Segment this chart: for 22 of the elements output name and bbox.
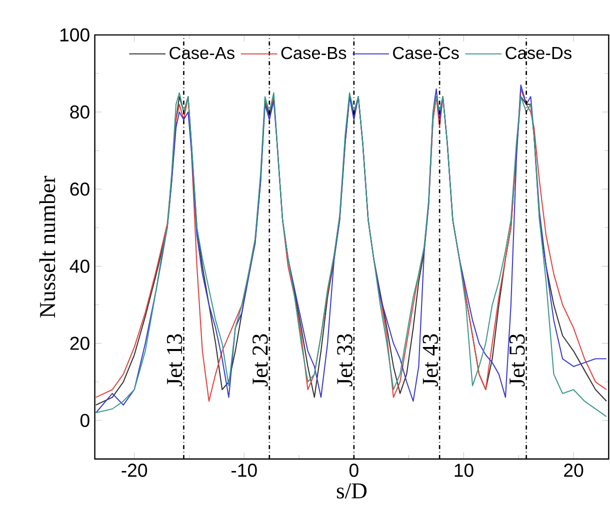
ref-line-label: Jet 43 bbox=[422, 334, 438, 386]
x-tick-label: 20 bbox=[564, 464, 584, 477]
x-tick-label: 10 bbox=[454, 464, 474, 477]
y-tick-label: 100 bbox=[60, 28, 90, 42]
ref-line-label: Jet 33 bbox=[337, 334, 352, 386]
legend-label: Case-Cs bbox=[393, 46, 459, 60]
legend-label: Case-Ds bbox=[506, 46, 572, 60]
y-tick-label: 0 bbox=[80, 414, 90, 428]
y-tick-label: 80 bbox=[70, 105, 90, 119]
legend-label: Case-As bbox=[170, 46, 234, 60]
ref-line-label: Jet 23 bbox=[252, 334, 268, 386]
x-tick-label: -20 bbox=[122, 464, 148, 477]
x-tick-label: 0 bbox=[349, 464, 358, 477]
y-tick-label: 40 bbox=[70, 260, 90, 273]
y-tick-label: 60 bbox=[70, 182, 90, 196]
ref-line-label: Jet 13 bbox=[166, 334, 182, 386]
ref-line-label: Jet 53 bbox=[510, 334, 525, 386]
y-tick-label: 20 bbox=[70, 336, 90, 350]
legend-label: Case-Bs bbox=[281, 46, 346, 60]
y-axis-title: Nusselt number bbox=[39, 176, 56, 318]
x-axis-title: s/D bbox=[336, 483, 367, 499]
x-tick-label: -10 bbox=[232, 464, 257, 477]
